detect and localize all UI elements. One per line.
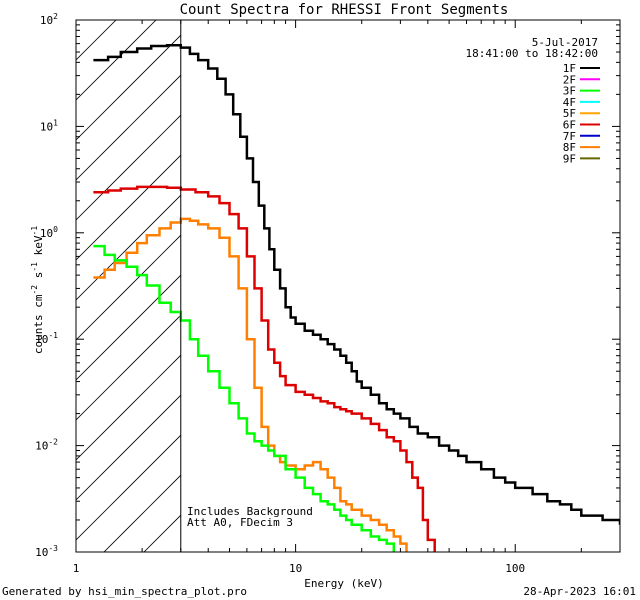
legend-label-8F: 8F bbox=[563, 141, 576, 154]
y-axis-ticks: 10-3 10-2 10-1 100 101 102 bbox=[35, 12, 620, 559]
series-1F bbox=[93, 43, 620, 525]
hatch-line bbox=[76, 34, 181, 141]
legend-label-9F: 9F bbox=[563, 152, 576, 165]
legend-label-2F: 2F bbox=[563, 73, 576, 86]
legend-label-7F: 7F bbox=[563, 130, 576, 143]
legend-label-4F: 4F bbox=[563, 96, 576, 109]
hatch-line bbox=[76, 194, 181, 301]
plot-frame bbox=[75, 19, 621, 553]
axes bbox=[75, 19, 621, 553]
footer-generated-by: Generated by hsi_min_spectra_plot.pro bbox=[2, 585, 247, 598]
hatch-line bbox=[76, 314, 181, 421]
series-6F bbox=[93, 185, 436, 552]
y-axis-label: counts cm-2 s-1 keV-1 bbox=[30, 226, 45, 354]
time-range-label: 18:41:00 to 18:42:00 bbox=[466, 47, 598, 60]
x-axis-ticks: 1 10 100 bbox=[73, 20, 621, 575]
y-tick-label: 10-2 bbox=[35, 438, 58, 453]
hatch-line bbox=[76, 434, 181, 541]
legend-label-1F: 1F bbox=[563, 62, 576, 75]
hatch-line bbox=[76, 234, 181, 341]
date-label: 5-Jul-2017 bbox=[532, 36, 598, 49]
x-tick-label: 100 bbox=[505, 562, 525, 575]
hatch-line bbox=[76, 154, 181, 261]
footer-timestamp: 28-Apr-2023 16:01 bbox=[523, 585, 636, 598]
legend-label-5F: 5F bbox=[563, 107, 576, 120]
y-tick-label: 102 bbox=[40, 12, 58, 27]
hatch-line bbox=[103, 474, 181, 552]
hatch-line bbox=[76, 114, 181, 221]
hatched-region bbox=[76, 20, 181, 552]
series-3F bbox=[93, 244, 396, 552]
hatch-line bbox=[76, 394, 181, 501]
y-tick-label: 100 bbox=[40, 225, 58, 240]
hatch-line bbox=[76, 274, 181, 381]
y-tick-label: 10-1 bbox=[35, 331, 58, 346]
hatch-line bbox=[76, 74, 181, 181]
x-tick-label: 1 bbox=[73, 562, 80, 575]
y-tick-label: 101 bbox=[40, 118, 58, 133]
legend-label-6F: 6F bbox=[563, 119, 576, 132]
legend-label-3F: 3F bbox=[563, 85, 576, 98]
x-tick-label: 10 bbox=[289, 562, 302, 575]
annotation-attenuator: Att A0, FDecim 3 bbox=[187, 516, 293, 529]
x-axis-label: Energy (keV) bbox=[304, 577, 383, 590]
hatch-line bbox=[143, 514, 181, 552]
series-group bbox=[93, 43, 620, 552]
series-8F bbox=[93, 217, 408, 552]
y-tick-label: 10-3 bbox=[35, 544, 58, 559]
hatch-line bbox=[76, 354, 181, 461]
chart-title: Count Spectra for RHESSI Front Segments bbox=[180, 2, 509, 18]
annotation-background: Includes Background bbox=[187, 505, 313, 518]
